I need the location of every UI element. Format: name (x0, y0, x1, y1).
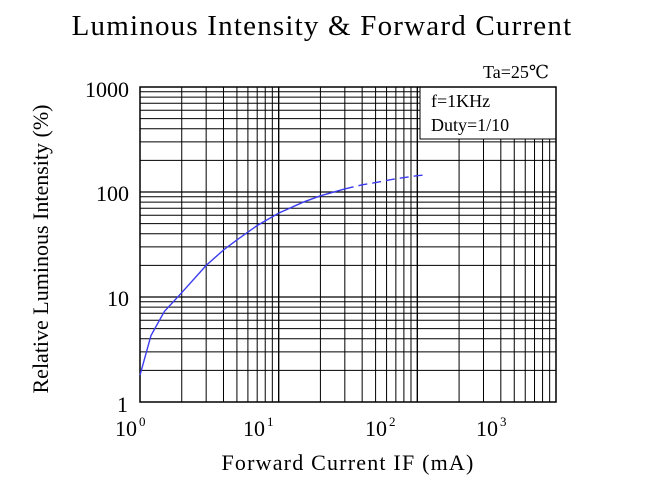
plot-frame (139, 86, 557, 403)
x-tick-exp: 2 (389, 414, 396, 429)
y-axis-label: Relative Luminous Intensity (%) (28, 105, 53, 394)
grid (140, 87, 556, 402)
x-tick-exp: 3 (500, 414, 507, 429)
y-tick-label-1: 1 (117, 392, 128, 417)
duty-annotation: Duty=1/10 (431, 115, 509, 135)
x-tick-label-1000: 10 3 (476, 414, 507, 441)
x-tick-label-10: 10 1 (243, 414, 274, 441)
y-tick-label-10: 10 (107, 286, 129, 311)
y-tick-label-1000: 1000 (85, 77, 129, 102)
x-tick-label-1: 10 0 (115, 414, 146, 441)
x-tick-base: 10 (365, 416, 387, 441)
series-line-solid (139, 188, 345, 376)
x-tick-exp: 1 (267, 414, 274, 429)
x-tick-exp: 0 (139, 414, 146, 429)
temperature-annotation: Ta=25℃ (483, 62, 549, 82)
condition-box (419, 86, 557, 140)
y-tick-label-100: 100 (96, 181, 129, 206)
x-tick-label-100: 10 2 (365, 414, 396, 441)
chart-title: Luminous Intensity & Forward Current (72, 10, 573, 42)
series-line-dashed (344, 174, 424, 190)
x-tick-base: 10 (115, 416, 137, 441)
frequency-annotation: f=1KHz (431, 91, 490, 111)
x-tick-base: 10 (243, 416, 265, 441)
x-tick-base: 10 (476, 416, 498, 441)
x-axis-label: Forward Current IF (mA) (221, 450, 474, 475)
